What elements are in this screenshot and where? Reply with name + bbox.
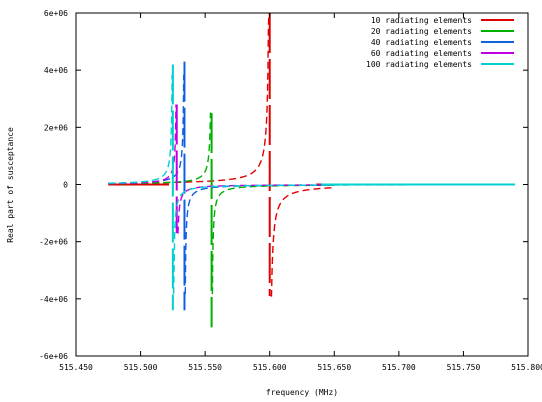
- legend-label: 20 radiating elements: [371, 27, 472, 36]
- series-3-right-branch: [184, 184, 335, 295]
- y-tick-label: -2e+06: [39, 238, 68, 247]
- axes-layer: -6e+06 -4e+06 -2e+06 0 2e+06 4e+06 6e+06 515.45…: [39, 9, 542, 372]
- x-tick-label: 515.800: [511, 363, 542, 372]
- x-tick-label: 515.500: [124, 363, 158, 372]
- x-tick-label: 515.650: [317, 363, 351, 372]
- y-tick-label: 6e+06: [44, 9, 68, 18]
- y-tick-label: -4e+06: [39, 295, 68, 304]
- y-tick-label: -6e+06: [39, 352, 68, 361]
- series-5-right-branch: [172, 184, 516, 295]
- x-tick-label: 515.700: [382, 363, 416, 372]
- y-tick-label: 2e+06: [44, 123, 68, 132]
- legend-label: 40 radiating elements: [371, 38, 472, 47]
- series-4-right-branch: [177, 184, 335, 234]
- series-1-left-branch: [108, 12, 270, 184]
- x-tick-label: 515.450: [59, 363, 93, 372]
- series-5-left-branch: [108, 74, 173, 184]
- y-tick-label: 0: [63, 181, 68, 190]
- series-1-line: [108, 12, 335, 297]
- x-tick-label: 515.750: [447, 363, 481, 372]
- x-tick-label: 515.550: [188, 363, 222, 372]
- legend-label: 100 radiating elements: [366, 60, 472, 69]
- y-tick-label: 4e+06: [44, 66, 68, 75]
- series-2-left-branch: [108, 112, 212, 185]
- legend-label: 10 radiating elements: [371, 16, 472, 25]
- x-axis-title: frequency (MHz): [266, 388, 338, 397]
- plot-layer: [108, 12, 516, 328]
- x-tick-label: 515.600: [253, 363, 287, 372]
- series-1-right-branch: [270, 186, 335, 297]
- legend-label: 60 radiating elements: [371, 49, 472, 58]
- series-2-line: [108, 112, 335, 328]
- y-axis-title: Real part of susceptance: [6, 127, 15, 243]
- series-5-line: [108, 64, 516, 311]
- series-4-line: [108, 104, 335, 234]
- legend: 10 radiating elements 20 radiating elemen…: [366, 16, 514, 69]
